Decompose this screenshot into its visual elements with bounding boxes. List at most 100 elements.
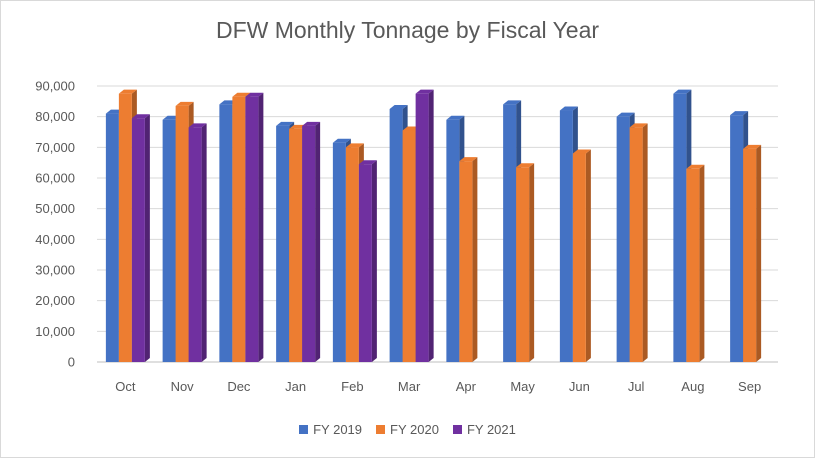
bar-front bbox=[245, 96, 259, 362]
legend: FY 2019 FY 2020 FY 2021 bbox=[0, 422, 815, 437]
bar-front bbox=[686, 168, 700, 362]
bar-top bbox=[743, 144, 762, 149]
bar-top bbox=[345, 143, 364, 148]
bar-front bbox=[559, 110, 573, 363]
y-tick-label: 30,000 bbox=[35, 263, 75, 278]
legend-label: FY 2020 bbox=[390, 422, 439, 437]
y-tick-label: 70,000 bbox=[35, 140, 75, 155]
bar-side bbox=[144, 114, 150, 362]
bar-front bbox=[459, 161, 473, 362]
bar-front bbox=[503, 104, 517, 363]
bar-side bbox=[699, 164, 705, 362]
y-tick-label: 20,000 bbox=[35, 293, 75, 308]
x-tick-label: Sep bbox=[738, 379, 761, 394]
bar-top bbox=[358, 160, 377, 165]
bar-front bbox=[358, 164, 372, 362]
bar-front bbox=[118, 93, 132, 363]
bar bbox=[415, 89, 434, 363]
legend-swatch bbox=[299, 425, 309, 434]
gridlines bbox=[97, 85, 778, 363]
legend-label: FY 2021 bbox=[466, 422, 516, 437]
legend-item: FY 2019 bbox=[299, 422, 362, 437]
bar-front bbox=[219, 104, 233, 363]
bar-top bbox=[559, 106, 578, 111]
bar bbox=[572, 149, 591, 362]
bar bbox=[629, 123, 648, 363]
x-tick-label: Dec bbox=[227, 379, 251, 394]
bar-front bbox=[232, 96, 246, 362]
x-tick-label: Aug bbox=[681, 379, 704, 394]
bar-top bbox=[415, 89, 434, 94]
bar-top bbox=[629, 123, 648, 128]
bar-front bbox=[175, 105, 189, 362]
bar-front bbox=[616, 116, 630, 363]
legend-swatch bbox=[376, 425, 386, 434]
bar-front bbox=[345, 147, 359, 362]
y-tick-label: 40,000 bbox=[35, 232, 75, 247]
bar-top bbox=[730, 111, 749, 116]
legend-swatch bbox=[452, 425, 462, 434]
bar-side bbox=[472, 157, 478, 362]
chart-title: DFW Monthly Tonnage by Fiscal Year bbox=[215, 17, 600, 43]
bar bbox=[302, 121, 321, 362]
bar-top bbox=[302, 121, 321, 126]
bar-side bbox=[642, 123, 648, 363]
bar-top bbox=[118, 89, 137, 94]
y-tick-label: 10,000 bbox=[35, 324, 75, 339]
bar-front bbox=[131, 118, 145, 362]
bar-top bbox=[389, 105, 408, 109]
y-axis-ticks: 0 10,000 20,000 30,000 40,000 50,000 60,000 70,… bbox=[35, 79, 75, 370]
bar-side bbox=[428, 89, 434, 363]
bar-top bbox=[572, 149, 591, 154]
legend-item: FY 2020 bbox=[376, 422, 439, 437]
bar-front bbox=[389, 109, 403, 362]
bar-top bbox=[332, 138, 351, 143]
y-tick-label: 90,000 bbox=[35, 79, 75, 94]
bar-side bbox=[258, 92, 264, 362]
bar-top bbox=[459, 157, 478, 162]
bar-top bbox=[673, 89, 692, 94]
bar-side bbox=[315, 121, 321, 362]
bar-front bbox=[730, 115, 744, 362]
y-tick-label: 50,000 bbox=[35, 201, 75, 216]
bar-front bbox=[743, 148, 757, 362]
bar-front bbox=[188, 127, 202, 363]
bar-front bbox=[572, 153, 586, 362]
x-tick-label: Jan bbox=[285, 379, 306, 394]
bar-front bbox=[629, 127, 643, 363]
bar bbox=[743, 144, 762, 362]
bar-top bbox=[188, 123, 207, 128]
bar-side bbox=[529, 163, 535, 362]
x-tick-label: Feb bbox=[341, 379, 363, 394]
y-tick-label: 60,000 bbox=[35, 171, 75, 186]
bar-top bbox=[131, 114, 150, 119]
bar-front bbox=[276, 125, 290, 362]
x-tick-label: Apr bbox=[456, 379, 477, 394]
bar-front bbox=[673, 93, 687, 363]
bar-top bbox=[616, 112, 635, 117]
bar-top bbox=[686, 164, 705, 169]
bar-side bbox=[201, 123, 207, 363]
bar-front bbox=[105, 113, 119, 362]
x-axis-ticks: Oct Nov Dec Jan Feb Mar Apr May Jun Jul Aug Sep bbox=[115, 379, 761, 394]
bar-front bbox=[415, 93, 429, 363]
y-tick-label: 80,000 bbox=[35, 109, 75, 124]
bar-top bbox=[175, 101, 194, 106]
bar bbox=[245, 92, 264, 362]
bar-top bbox=[446, 115, 465, 120]
bar-side bbox=[371, 160, 377, 362]
legend-item: FY 2021 bbox=[452, 422, 516, 437]
bar-top bbox=[276, 121, 295, 126]
bar bbox=[459, 157, 478, 362]
bar-front bbox=[402, 130, 416, 362]
bar-front bbox=[162, 119, 176, 362]
bar-front bbox=[302, 125, 316, 362]
bar-front bbox=[516, 167, 530, 362]
bar bbox=[358, 160, 377, 362]
bar-top bbox=[516, 163, 535, 168]
bar-side bbox=[585, 149, 591, 362]
bar bbox=[188, 123, 207, 363]
bar-top bbox=[245, 92, 264, 97]
x-tick-label: Jul bbox=[628, 379, 645, 394]
